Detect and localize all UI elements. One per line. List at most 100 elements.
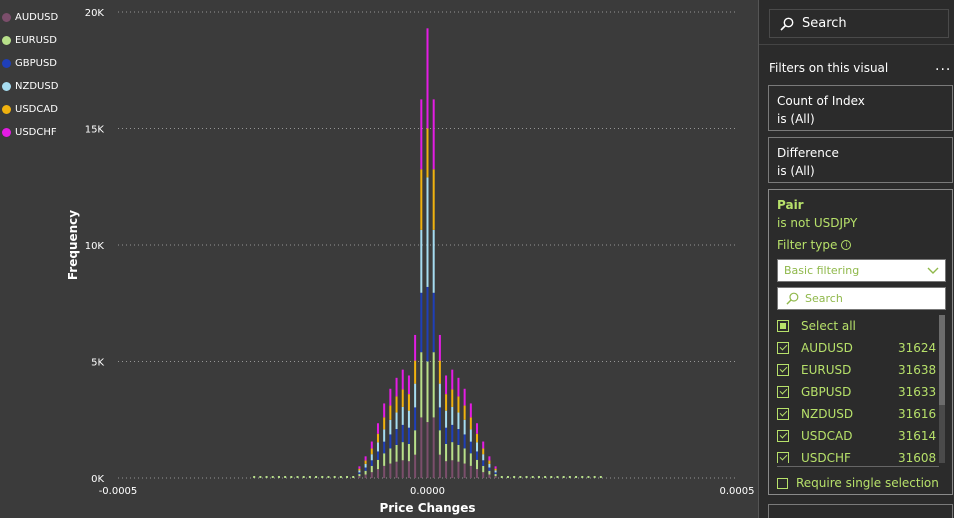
legend-item-eurusd[interactable]: EURUSD xyxy=(2,29,58,52)
x-axis-title: Price Changes xyxy=(379,501,475,515)
checkbox[interactable] xyxy=(777,386,789,398)
filter-type-value: Basic filtering xyxy=(784,264,860,277)
divider xyxy=(777,466,939,467)
legend-label: GBPUSD xyxy=(15,58,58,69)
list-item[interactable]: USDCAD 31614 xyxy=(777,425,947,447)
bar-segment xyxy=(414,383,417,408)
bar-segment xyxy=(531,476,534,478)
bar-segment xyxy=(469,417,472,430)
bar-segment xyxy=(383,453,386,466)
bar-segment xyxy=(407,461,410,478)
checkbox[interactable] xyxy=(777,364,789,376)
legend-dot xyxy=(2,82,11,91)
bar-segment xyxy=(395,396,398,413)
list-item[interactable]: EURUSD 31638 xyxy=(777,359,947,381)
checkbox[interactable] xyxy=(777,320,789,332)
bar-segment xyxy=(568,476,571,478)
bar-segment xyxy=(389,463,392,478)
checkbox[interactable] xyxy=(777,408,789,420)
item-count: 31616 xyxy=(898,407,937,421)
checkbox[interactable] xyxy=(777,342,789,354)
filter-card-status: is (All) xyxy=(777,112,815,126)
scrollbar-thumb[interactable] xyxy=(939,315,945,405)
legend-dot xyxy=(2,36,11,45)
chart-visual[interactable]: 0K 5K 10K 15K 20K -0.0005 0.0000 0.0005 Price Ch… xyxy=(0,0,758,518)
bar-segment xyxy=(494,470,497,473)
bar-segment xyxy=(389,419,392,435)
bar-segment xyxy=(525,476,528,478)
bar-segment xyxy=(482,441,485,449)
legend-item-nzdusd[interactable]: NZDUSD xyxy=(2,75,58,98)
bar-segment xyxy=(296,476,299,478)
bar-segment xyxy=(389,405,392,420)
legend-dot xyxy=(2,128,11,137)
bar-segment xyxy=(469,453,472,466)
bar-segment xyxy=(432,352,435,418)
bar-segment xyxy=(494,466,497,469)
bar-segment xyxy=(401,424,404,443)
legend-item-gbpusd[interactable]: GBPUSD xyxy=(2,52,58,75)
filter-card-difference[interactable]: Difference is (All) xyxy=(768,137,953,183)
filter-type-label: Filter type xyxy=(777,238,838,252)
bar-segment xyxy=(488,467,491,471)
legend-label: AUDUSD xyxy=(15,12,59,23)
filter-card-next[interactable] xyxy=(768,504,953,518)
legend-dot xyxy=(2,59,11,68)
bar-segment xyxy=(383,465,386,478)
checkbox[interactable] xyxy=(777,477,788,489)
list-item[interactable]: NZDUSD 31616 xyxy=(777,403,947,425)
filters-search-box[interactable]: Search xyxy=(769,9,949,38)
list-item[interactable]: AUDUSD 31624 xyxy=(777,337,947,359)
item-count: 31608 xyxy=(898,451,937,463)
legend-label: NZDUSD xyxy=(15,81,59,92)
chart-legend: AUDUSD EURUSD GBPUSD NZDUSD USDCAD USDCH… xyxy=(2,6,58,144)
list-item[interactable]: GBPUSD 31633 xyxy=(777,381,947,403)
item-label: USDCAD xyxy=(801,429,853,443)
require-single-label: Require single selection xyxy=(796,476,939,490)
bar-segment xyxy=(432,292,435,353)
bar-segment xyxy=(482,460,485,466)
bar-segment xyxy=(376,442,379,452)
more-options-icon[interactable]: ... xyxy=(935,58,952,74)
bar-segment xyxy=(506,476,509,478)
legend-item-usdcad[interactable]: USDCAD xyxy=(2,98,58,121)
bar-segment xyxy=(414,360,417,384)
filter-card-pair[interactable]: Pair is not USDJPY Filter type i Basic f… xyxy=(768,189,953,495)
info-icon[interactable]: i xyxy=(841,240,852,250)
bar-segment xyxy=(420,417,423,478)
bar-segment xyxy=(445,461,448,478)
legend-item-audusd[interactable]: AUDUSD xyxy=(2,6,58,29)
bar-segment xyxy=(407,375,410,395)
bar-segment xyxy=(383,429,386,442)
bar-segment xyxy=(358,468,361,471)
list-scrollbar[interactable] xyxy=(939,315,945,463)
bar-segment xyxy=(451,460,454,478)
bar-segment xyxy=(432,417,435,478)
checkbox[interactable] xyxy=(777,452,789,463)
bar-segment xyxy=(315,476,318,478)
bar-segment xyxy=(488,474,491,478)
bar-segment xyxy=(407,394,410,411)
bar-segment xyxy=(550,476,553,478)
bar-segment xyxy=(469,429,472,442)
checkbox[interactable] xyxy=(777,430,789,442)
item-count: 31638 xyxy=(898,363,937,377)
bar-segment xyxy=(389,388,392,406)
bar-segment xyxy=(457,377,460,397)
y-tick-label: 15K xyxy=(85,125,105,136)
bar-segment xyxy=(488,463,491,468)
bar-segment xyxy=(463,448,466,464)
bar-segment xyxy=(426,177,429,287)
legend-item-usdchf[interactable]: USDCHF xyxy=(2,121,58,144)
bar-segment xyxy=(302,476,305,478)
pair-value-list: Select all AUDUSD 31624 EURUSD 31638 GBP… xyxy=(777,315,947,463)
select-all-item[interactable]: Select all xyxy=(777,315,947,337)
list-item[interactable]: USDCHF 31608 xyxy=(777,447,947,463)
pair-search-input[interactable]: Search xyxy=(777,287,946,310)
require-single-selection[interactable]: Require single selection xyxy=(777,476,939,490)
bar-segment xyxy=(420,292,423,353)
legend-label: USDCAD xyxy=(15,104,58,115)
bar-segment xyxy=(364,456,367,461)
filter-card-count-of-index[interactable]: Count of Index is (All) xyxy=(768,85,953,131)
filter-type-dropdown[interactable]: Basic filtering xyxy=(777,259,946,282)
